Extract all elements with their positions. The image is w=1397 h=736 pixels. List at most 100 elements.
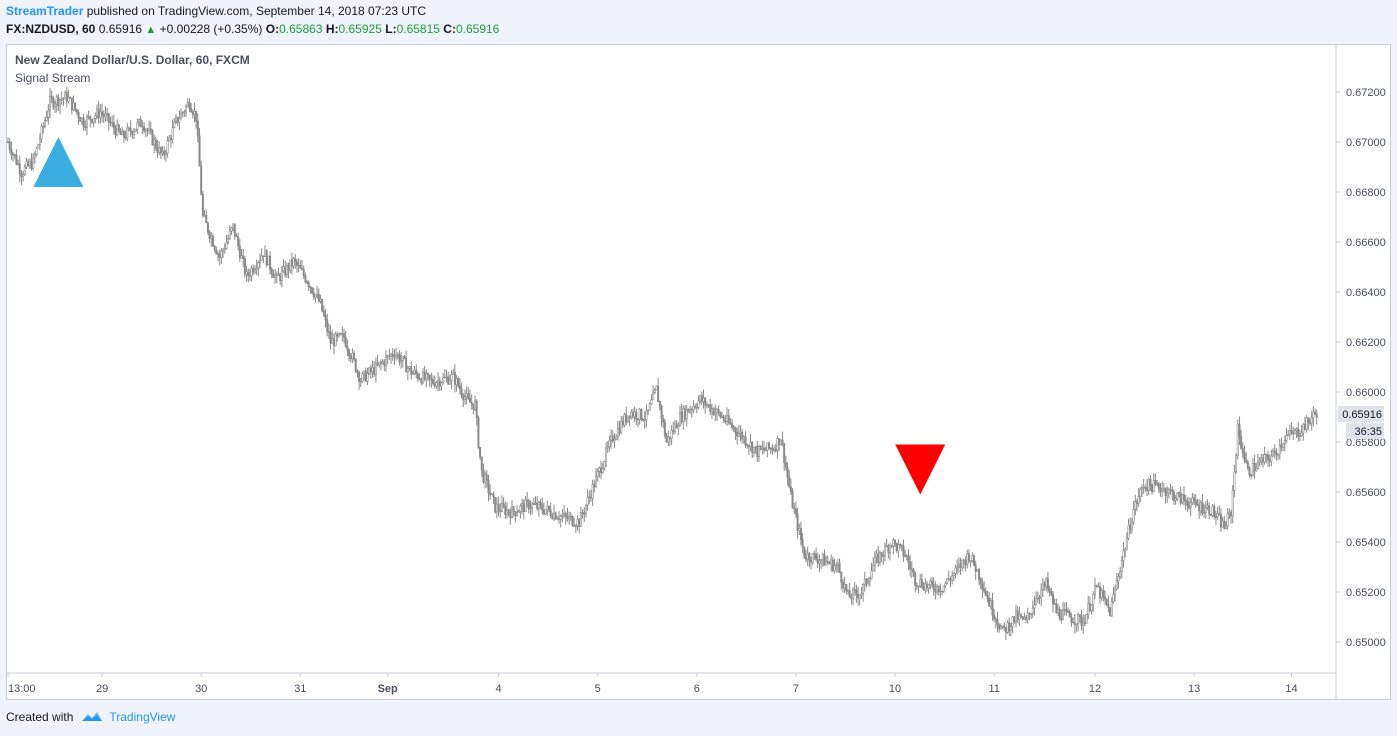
candle-body <box>124 136 127 139</box>
candle-body <box>1194 499 1197 505</box>
candle-body <box>1099 586 1102 599</box>
candle-body <box>606 446 609 449</box>
candle-body <box>437 379 440 384</box>
candle-body <box>43 120 46 127</box>
candle-body <box>779 439 782 446</box>
candle-body <box>1157 483 1160 489</box>
candle-body <box>929 580 932 586</box>
candle-body <box>32 156 35 169</box>
candle-body <box>222 249 225 252</box>
candle-body <box>539 502 542 506</box>
candle-body <box>531 503 534 509</box>
candle-body <box>815 554 818 560</box>
candle-body <box>405 357 408 373</box>
candle-body <box>630 411 633 419</box>
candle-body <box>512 506 515 512</box>
candle-body <box>1092 593 1095 606</box>
candle-body <box>591 483 594 499</box>
candle-body <box>154 139 157 149</box>
candle-body <box>131 131 134 135</box>
candle-body <box>843 584 846 589</box>
candle-body <box>559 515 562 520</box>
candle-body <box>1073 622 1076 625</box>
candle-body <box>1230 511 1233 517</box>
candle-body <box>826 560 829 563</box>
candle-body <box>175 116 178 123</box>
price-axis[interactable]: 0.67200 0.67000 0.66800 0.66600 0.66400 0.662… <box>1336 87 1386 649</box>
candle-body <box>1013 616 1016 622</box>
candle-body <box>1298 435 1301 438</box>
candle-body <box>158 147 161 153</box>
candle-body <box>618 427 621 434</box>
indicator-name[interactable]: Signal Stream <box>15 71 91 85</box>
candle-body <box>828 562 831 565</box>
candle-body <box>1132 509 1135 523</box>
candle-body <box>413 370 416 374</box>
candle-body <box>373 367 376 375</box>
candle-body <box>353 352 356 360</box>
candle-body <box>897 544 900 551</box>
candle-body <box>1040 589 1043 598</box>
candle-body <box>243 258 246 275</box>
candle-body <box>778 438 781 446</box>
up-arrow-icon: ▲ <box>145 24 157 36</box>
candle-body <box>1097 586 1100 588</box>
candle-body <box>85 116 88 128</box>
candle-body <box>986 595 989 599</box>
open-label: O: <box>265 22 280 36</box>
chart-pane[interactable] <box>6 44 1391 700</box>
candle-body <box>489 492 492 496</box>
y-tick-label: 0.66600 <box>1346 237 1386 249</box>
candle-body <box>1258 460 1261 463</box>
price-change: +0.00228 (+0.35%) <box>159 22 263 36</box>
candle-body <box>1290 430 1293 433</box>
x-tick-label: 4 <box>495 683 501 695</box>
candle-body <box>453 371 456 386</box>
candle-body <box>1213 505 1216 517</box>
candle-body <box>954 567 957 574</box>
candle-body <box>1208 505 1211 515</box>
candle-body <box>946 578 949 584</box>
candle-body <box>789 486 792 492</box>
candle-body <box>1206 505 1209 508</box>
high-value: 0.65925 <box>338 22 382 36</box>
candle-body <box>1218 513 1221 515</box>
x-tick-label: 12 <box>1089 683 1101 695</box>
candle-body <box>334 333 337 347</box>
candle-body <box>677 425 680 429</box>
candle-body <box>1142 487 1145 489</box>
tradingview-link[interactable]: TradingView <box>109 710 176 724</box>
time-axis[interactable]: 13:00 29 30 31 Sep 4 5 6 7 10 11 12 13 14 <box>7 673 1298 695</box>
candle-body <box>660 405 663 419</box>
candle-body <box>742 436 745 440</box>
candle-body <box>608 439 611 447</box>
candle-body <box>601 467 604 474</box>
candle-body <box>1109 607 1112 617</box>
author-link[interactable]: StreamTrader <box>6 4 84 18</box>
candle-body <box>292 258 295 267</box>
candle-body <box>650 399 653 405</box>
x-tick-label: 5 <box>595 683 601 695</box>
candle-body <box>1055 603 1058 614</box>
candle-body <box>166 140 169 154</box>
candle-body <box>60 98 63 101</box>
candle-body <box>915 584 918 587</box>
candle-body <box>705 404 708 407</box>
candle-body <box>776 438 779 451</box>
candle-body <box>524 499 527 512</box>
candle-body <box>563 513 566 517</box>
candle-body <box>94 115 97 119</box>
candle-body <box>521 503 524 507</box>
candle-body <box>250 268 253 277</box>
candle-body <box>1268 459 1271 462</box>
candle-body <box>504 506 507 515</box>
price-chart[interactable]: 0.67200 0.67000 0.66800 0.66600 0.66400 0.662… <box>6 44 1391 700</box>
candle-body <box>514 511 517 516</box>
candle-body <box>117 124 120 132</box>
candle-body <box>668 436 671 440</box>
candle-body <box>114 127 117 136</box>
candle-body <box>396 354 399 356</box>
x-tick-label: 14 <box>1285 683 1297 695</box>
candle-body <box>1154 480 1157 484</box>
candle-body <box>186 102 189 107</box>
